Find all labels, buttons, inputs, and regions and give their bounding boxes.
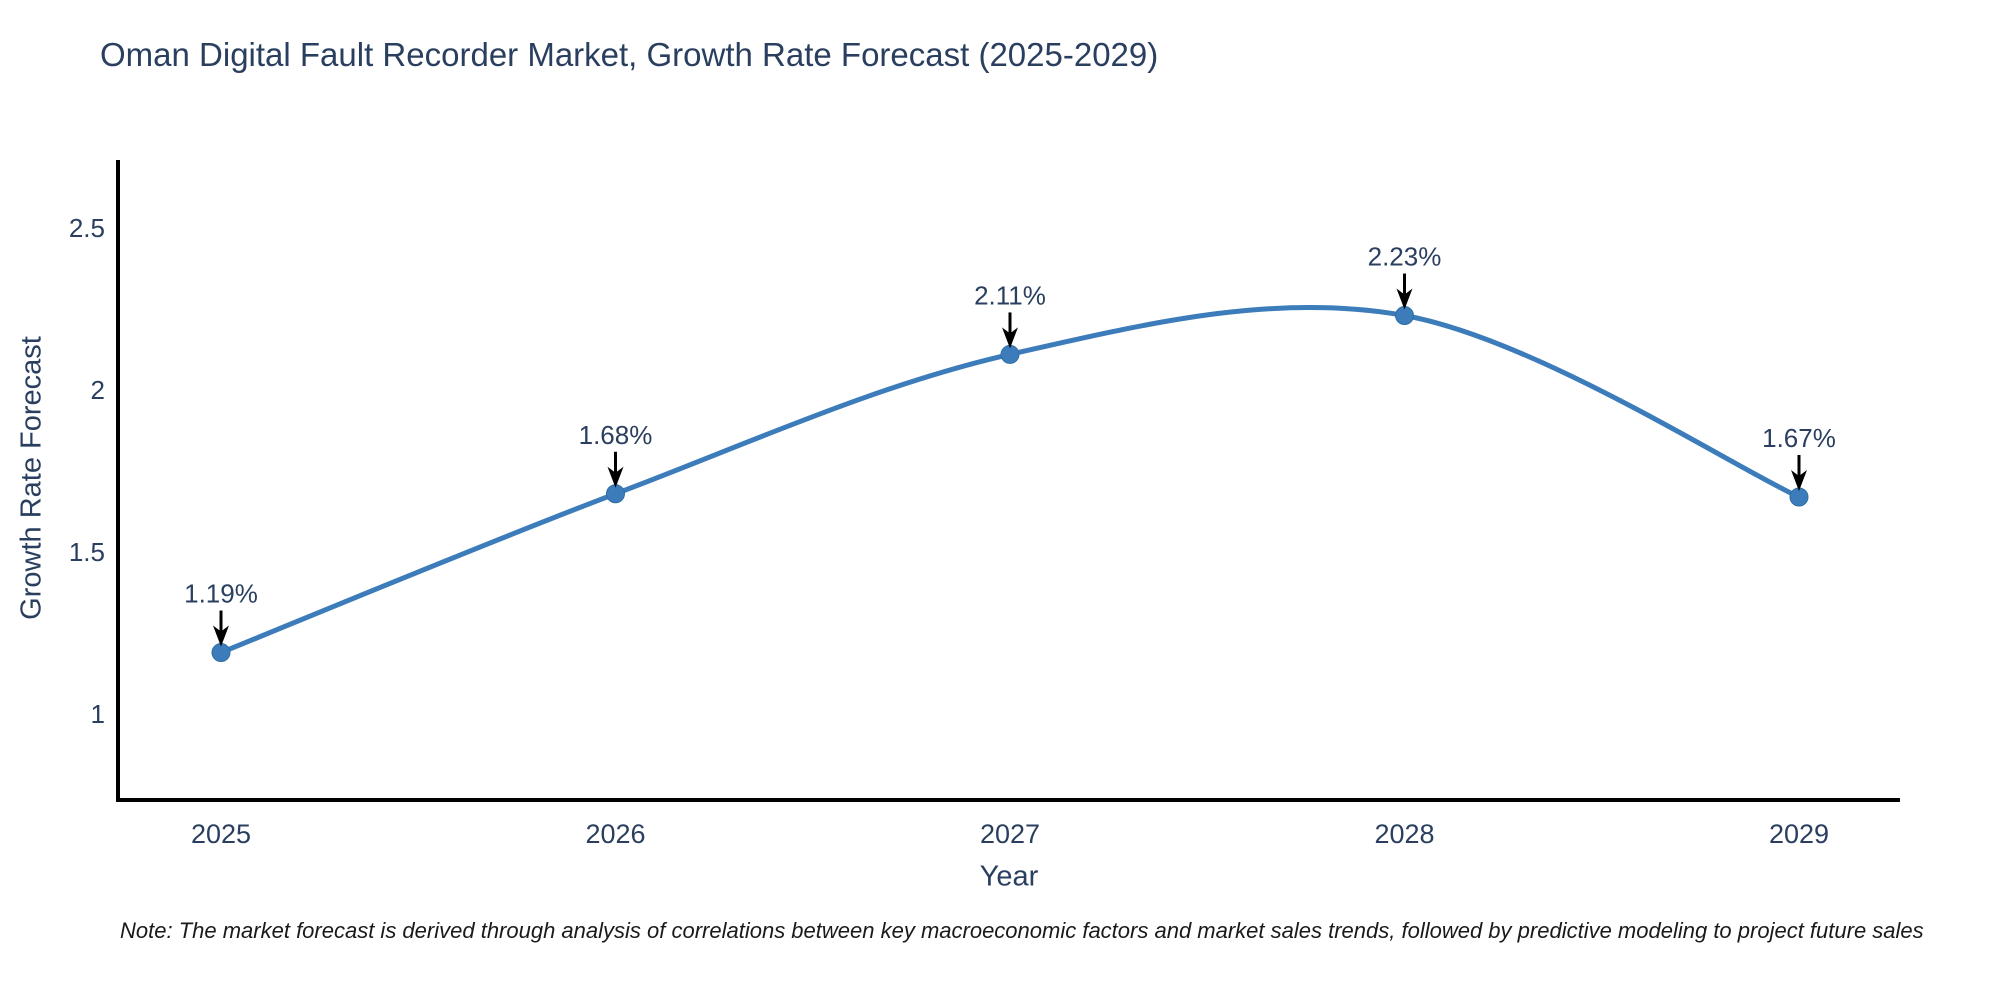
annotation-arrowhead — [213, 625, 229, 647]
x-tick-label: 2029 — [1769, 819, 1829, 849]
x-tick-label: 2026 — [585, 819, 645, 849]
x-tick-label: 2027 — [980, 819, 1040, 849]
y-tick-label: 2 — [91, 375, 105, 405]
y-tick-label: 1.5 — [69, 537, 105, 567]
x-tick-label: 2025 — [191, 819, 251, 849]
data-point-label: 1.68% — [579, 420, 653, 450]
y-tick-label: 2.5 — [69, 213, 105, 243]
annotation-arrowhead — [1791, 470, 1807, 492]
data-point-label: 2.11% — [974, 280, 1046, 310]
data-point-label: 1.19% — [184, 579, 258, 609]
x-axis-title: Year — [979, 860, 1039, 893]
data-point-label: 1.67% — [1762, 423, 1836, 453]
x-tick-label: 2028 — [1374, 819, 1434, 849]
y-tick-label: 1 — [91, 699, 105, 729]
data-point-label: 2.23% — [1368, 242, 1442, 272]
chart-title: Oman Digital Fault Recorder Market, Grow… — [100, 36, 1159, 73]
annotation-arrowhead — [607, 466, 624, 488]
annotation-arrowhead — [1396, 288, 1413, 310]
annotation-arrowhead — [1002, 327, 1018, 349]
footnote: Note: The market forecast is derived thr… — [120, 918, 1924, 943]
